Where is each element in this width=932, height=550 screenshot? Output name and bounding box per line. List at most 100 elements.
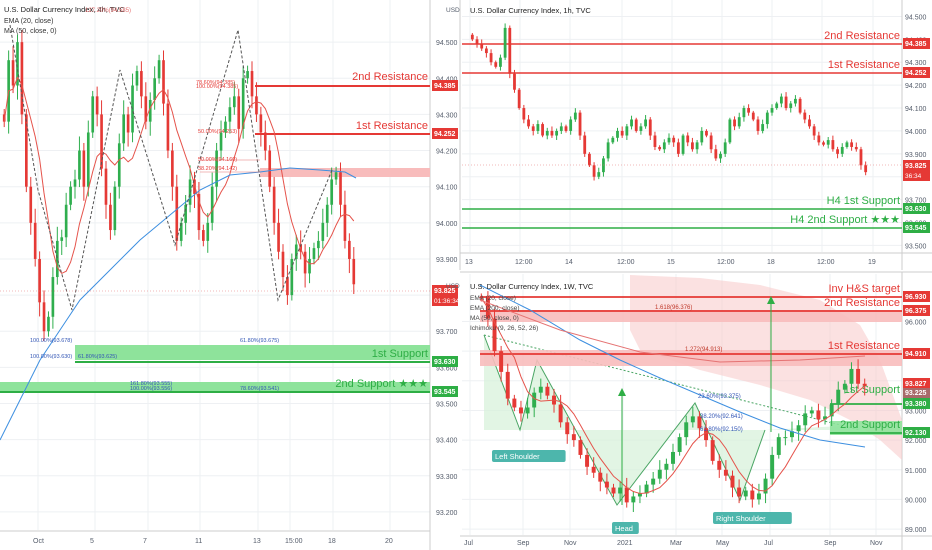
h4-candle: [157, 60, 161, 79]
fib-label: 78.60%(94.385): [196, 80, 235, 86]
label-1st-support: 1st Support: [372, 348, 428, 360]
h1-candle: [630, 119, 633, 127]
h1-candle: [644, 119, 647, 127]
h1-candle: [719, 153, 722, 159]
label-1st-resistance: 1st Resistance: [356, 120, 428, 132]
h1-candle: [784, 96, 788, 109]
time-tick: Jul: [464, 540, 473, 547]
h1-candle: [639, 126, 643, 131]
w1-candle: [505, 371, 510, 399]
w1-candle: [704, 428, 709, 441]
price-tick: 91.000: [905, 468, 927, 475]
price-tick: 94.100: [436, 185, 458, 192]
h1-candle: [667, 137, 671, 143]
h1-candle: [817, 135, 821, 143]
current-price-tag-bg: [903, 378, 930, 389]
price-tick: 93.200: [436, 510, 458, 517]
h1-candle: [489, 53, 493, 63]
h1-candle: [779, 96, 783, 104]
h4-candle: [64, 204, 68, 238]
h1-candle: [826, 140, 830, 145]
h1-candle: [737, 117, 741, 127]
time-tick: 7: [143, 538, 147, 545]
time-tick: 13: [253, 538, 261, 545]
level-r1-tag: 94.252: [434, 131, 456, 138]
h4-candle: [60, 237, 64, 241]
label-inv-hs-target: Inv H&S target: [828, 283, 900, 295]
level-target-tag: 96.930: [905, 294, 927, 301]
h1-candle: [714, 149, 718, 159]
h4-candle: [308, 258, 311, 274]
h4-candle: [166, 103, 170, 151]
w1-candle: [545, 386, 550, 396]
h1-candle: [803, 112, 807, 120]
h4-candle: [55, 240, 59, 278]
h4-candle: [162, 60, 165, 104]
h1-candle: [742, 108, 746, 118]
w1-candle: [684, 422, 689, 438]
fib-label: 38.20%(92.641): [700, 414, 743, 420]
h4-candle: [339, 172, 342, 205]
chart-title-1w: U.S. Dollar Currency Index, 1W, TVC: [470, 282, 594, 291]
time-tick: 2021: [617, 540, 633, 547]
label-2nd-resistance: 2nd Resistance: [824, 297, 900, 309]
current-price-tag: 93.827: [905, 381, 927, 388]
level-s2-tag: 93.545: [434, 389, 456, 396]
level-s1-tag-bg: [903, 398, 930, 409]
price-tick: 94.000: [905, 129, 927, 136]
h1-candle: [634, 119, 638, 131]
h4-candle: [171, 150, 174, 187]
h1-candle: [653, 135, 657, 147]
h4-candle: [202, 230, 205, 241]
label-2nd-resistance: 2nd Resistance: [824, 30, 900, 42]
w1-candle: [697, 416, 702, 429]
h1-candle: [527, 119, 530, 127]
h1-candle: [531, 126, 535, 131]
price-tick: 96.000: [905, 319, 927, 326]
fib-label: 61.80%(93.675): [240, 338, 279, 344]
w1-candle: [783, 437, 788, 439]
h1-candle: [709, 135, 713, 150]
fib-label: 100.00%(93.630): [30, 354, 72, 360]
price-tick: 93.900: [436, 257, 458, 264]
zigzag-pattern: [9, 24, 333, 311]
h4-candle: [91, 96, 95, 133]
h4-candle: [122, 114, 126, 144]
level-s2-tag: 92.130: [905, 430, 927, 437]
h1-candle: [583, 135, 587, 154]
level-s1-tag: 93.630: [434, 359, 456, 366]
w1-candle: [624, 487, 629, 503]
time-tick: 14: [565, 259, 573, 266]
h1-candle: [559, 126, 563, 131]
current-price-tag-bg: [432, 285, 458, 296]
price-tick: 93.300: [436, 474, 458, 481]
h1-candle: [499, 57, 502, 67]
w1-candle: [631, 496, 636, 503]
price-tick: 94.400: [436, 76, 458, 83]
h1-candle: [770, 108, 774, 113]
h1-candle: [625, 126, 629, 136]
current-price-tag-timer-bg: [903, 171, 930, 181]
h4-candle: [179, 222, 183, 241]
price-tick: 93.400: [436, 438, 458, 445]
h1-candle: [695, 142, 699, 150]
h4-candle: [184, 204, 187, 223]
w1-candle: [644, 484, 649, 494]
price-tick: 94.100: [905, 106, 927, 113]
w1-candle: [842, 383, 847, 390]
time-tick: Mar: [670, 540, 683, 547]
h1-candle: [733, 119, 736, 127]
h4-candle: [82, 150, 86, 187]
h1-candle: [845, 142, 849, 147]
level-s1-tag-bg: [903, 203, 930, 214]
h1-candle: [569, 119, 573, 131]
time-tick: Sep: [517, 540, 530, 547]
current-price-tag: 93.825: [434, 288, 456, 295]
h4-candle: [263, 132, 267, 151]
h1-candle: [765, 112, 769, 125]
w1-candle: [776, 437, 781, 455]
w1-candle: [829, 404, 834, 417]
w1-candle: [565, 422, 570, 435]
current-price-tag-timer: 01:36:34: [434, 298, 460, 305]
label-h4-1st-support: H4 1st Support: [827, 195, 900, 207]
